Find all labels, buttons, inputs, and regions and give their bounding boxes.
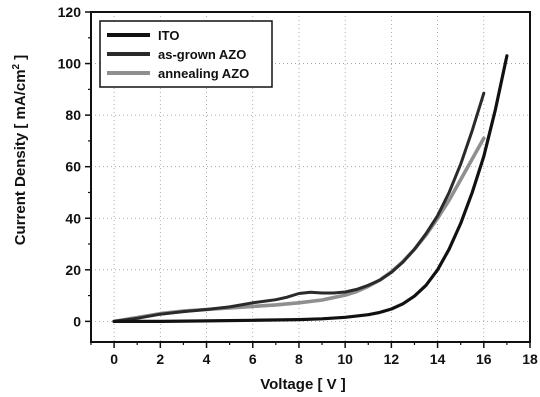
series-layer xyxy=(112,54,509,324)
x-tick-label: 4 xyxy=(203,351,211,367)
legend-item-as-grown-azo: as-grown AZO xyxy=(107,47,246,62)
x-tick-label: 8 xyxy=(295,351,303,367)
y-axis-title: Current Density [ mA/cm2 ] xyxy=(11,55,29,246)
y-tick-label: 20 xyxy=(65,262,81,278)
plot-frame xyxy=(90,11,531,343)
y-tick-label: 100 xyxy=(58,56,82,72)
y-axis-title-end: ] xyxy=(12,55,29,64)
x-tick-label: 6 xyxy=(249,351,257,367)
legend-label-as-grown-azo: as-grown AZO xyxy=(158,47,246,62)
x-tick-label: 18 xyxy=(522,351,538,367)
y-tick-label: 40 xyxy=(65,210,81,226)
y-axis-title-main: Current Density [ mA/cm xyxy=(12,69,29,245)
y-tick-label: 60 xyxy=(65,159,81,175)
series-line-as-grown-azo xyxy=(112,91,486,323)
x-axis-title: Voltage [ V ] xyxy=(260,376,346,393)
x-tick-label: 10 xyxy=(337,351,353,367)
x-tick-label: 14 xyxy=(430,351,446,367)
x-tick-label: 0 xyxy=(110,351,118,367)
legend-item-ito: ITO xyxy=(107,28,179,43)
y-tick-label: 0 xyxy=(73,313,81,329)
y-axis-title-superscript: 2 xyxy=(11,63,22,69)
x-tick-label: 16 xyxy=(476,351,492,367)
series-line-ito xyxy=(112,54,509,323)
x-tick-label: 2 xyxy=(156,351,164,367)
ticks: 0 2 4 6 8 10 12 14 16 18 0 20 40 60 80 100 120 xyxy=(58,4,538,367)
legend: ITO as-grown AZO annealing AZO xyxy=(99,20,273,88)
legend-label-annealing-azo: annealing AZO xyxy=(158,66,249,81)
x-tick-label: 12 xyxy=(384,351,400,367)
y-tick-label: 80 xyxy=(65,107,81,123)
legend-label-ito: ITO xyxy=(158,28,179,43)
y-tick-label: 120 xyxy=(58,4,82,20)
legend-item-annealing-azo: annealing AZO xyxy=(107,66,249,81)
